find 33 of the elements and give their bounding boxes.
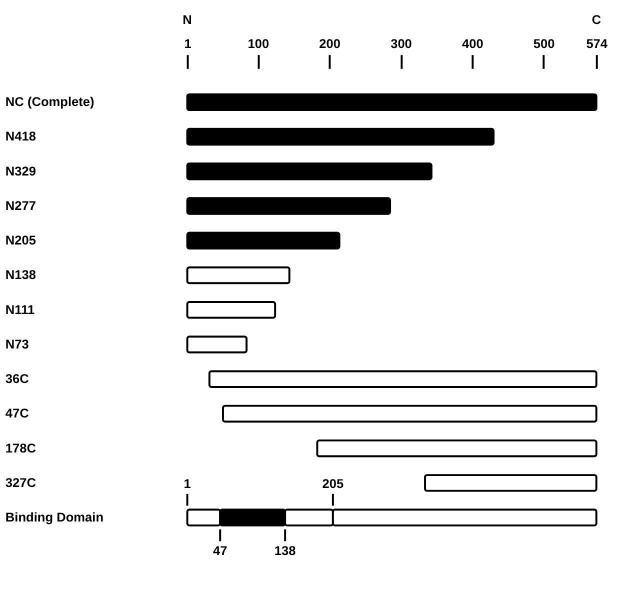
x-tick-label: 500 <box>533 36 555 52</box>
y-tick-label: 47C <box>5 406 29 421</box>
y-tick-label: 327C <box>5 474 36 490</box>
bar <box>186 266 290 284</box>
annotation: 138 <box>274 543 296 558</box>
text: C <box>592 12 601 28</box>
x-tick-label: 1 <box>184 36 192 52</box>
bar <box>424 474 598 492</box>
y-tick-label: N277 <box>5 198 36 213</box>
bar <box>186 336 248 354</box>
y-tick-label: N329 <box>5 163 36 178</box>
annotation: 205 <box>322 476 344 491</box>
y-tick-label: NC (Complete) <box>5 94 94 110</box>
y-tick-label: Binding Domain <box>5 509 104 524</box>
y-tick-label: 178C <box>5 440 36 456</box>
x-tick-label: 200 <box>319 36 341 52</box>
y-tick-label: N73 <box>5 336 29 352</box>
text: N <box>182 12 192 28</box>
annotation: 47 <box>213 543 228 558</box>
bar <box>186 301 276 319</box>
y-tick-label: N205 <box>5 232 36 248</box>
bar <box>316 439 598 458</box>
annotation: 1 <box>184 476 191 491</box>
x-tick-label: 100 <box>248 36 270 52</box>
y-tick-label: N111 <box>5 302 35 317</box>
y-tick-label: N138 <box>5 267 36 282</box>
bar <box>208 370 598 388</box>
x-tick-label: 300 <box>390 36 412 52</box>
x-tick-label: 400 <box>462 36 484 52</box>
y-tick-label: 36C <box>5 371 29 386</box>
y-tick-label: N418 <box>5 128 36 144</box>
bar <box>222 404 598 423</box>
x-tick-label: 574 <box>586 36 608 52</box>
